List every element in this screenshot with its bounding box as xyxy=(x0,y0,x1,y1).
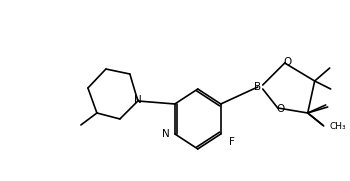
Text: N: N xyxy=(162,129,170,139)
Text: B: B xyxy=(254,82,261,92)
Text: F: F xyxy=(229,137,234,147)
Text: O: O xyxy=(276,104,285,114)
Text: O: O xyxy=(284,57,292,67)
Text: CH₃: CH₃ xyxy=(330,123,346,131)
Text: N: N xyxy=(134,95,142,105)
